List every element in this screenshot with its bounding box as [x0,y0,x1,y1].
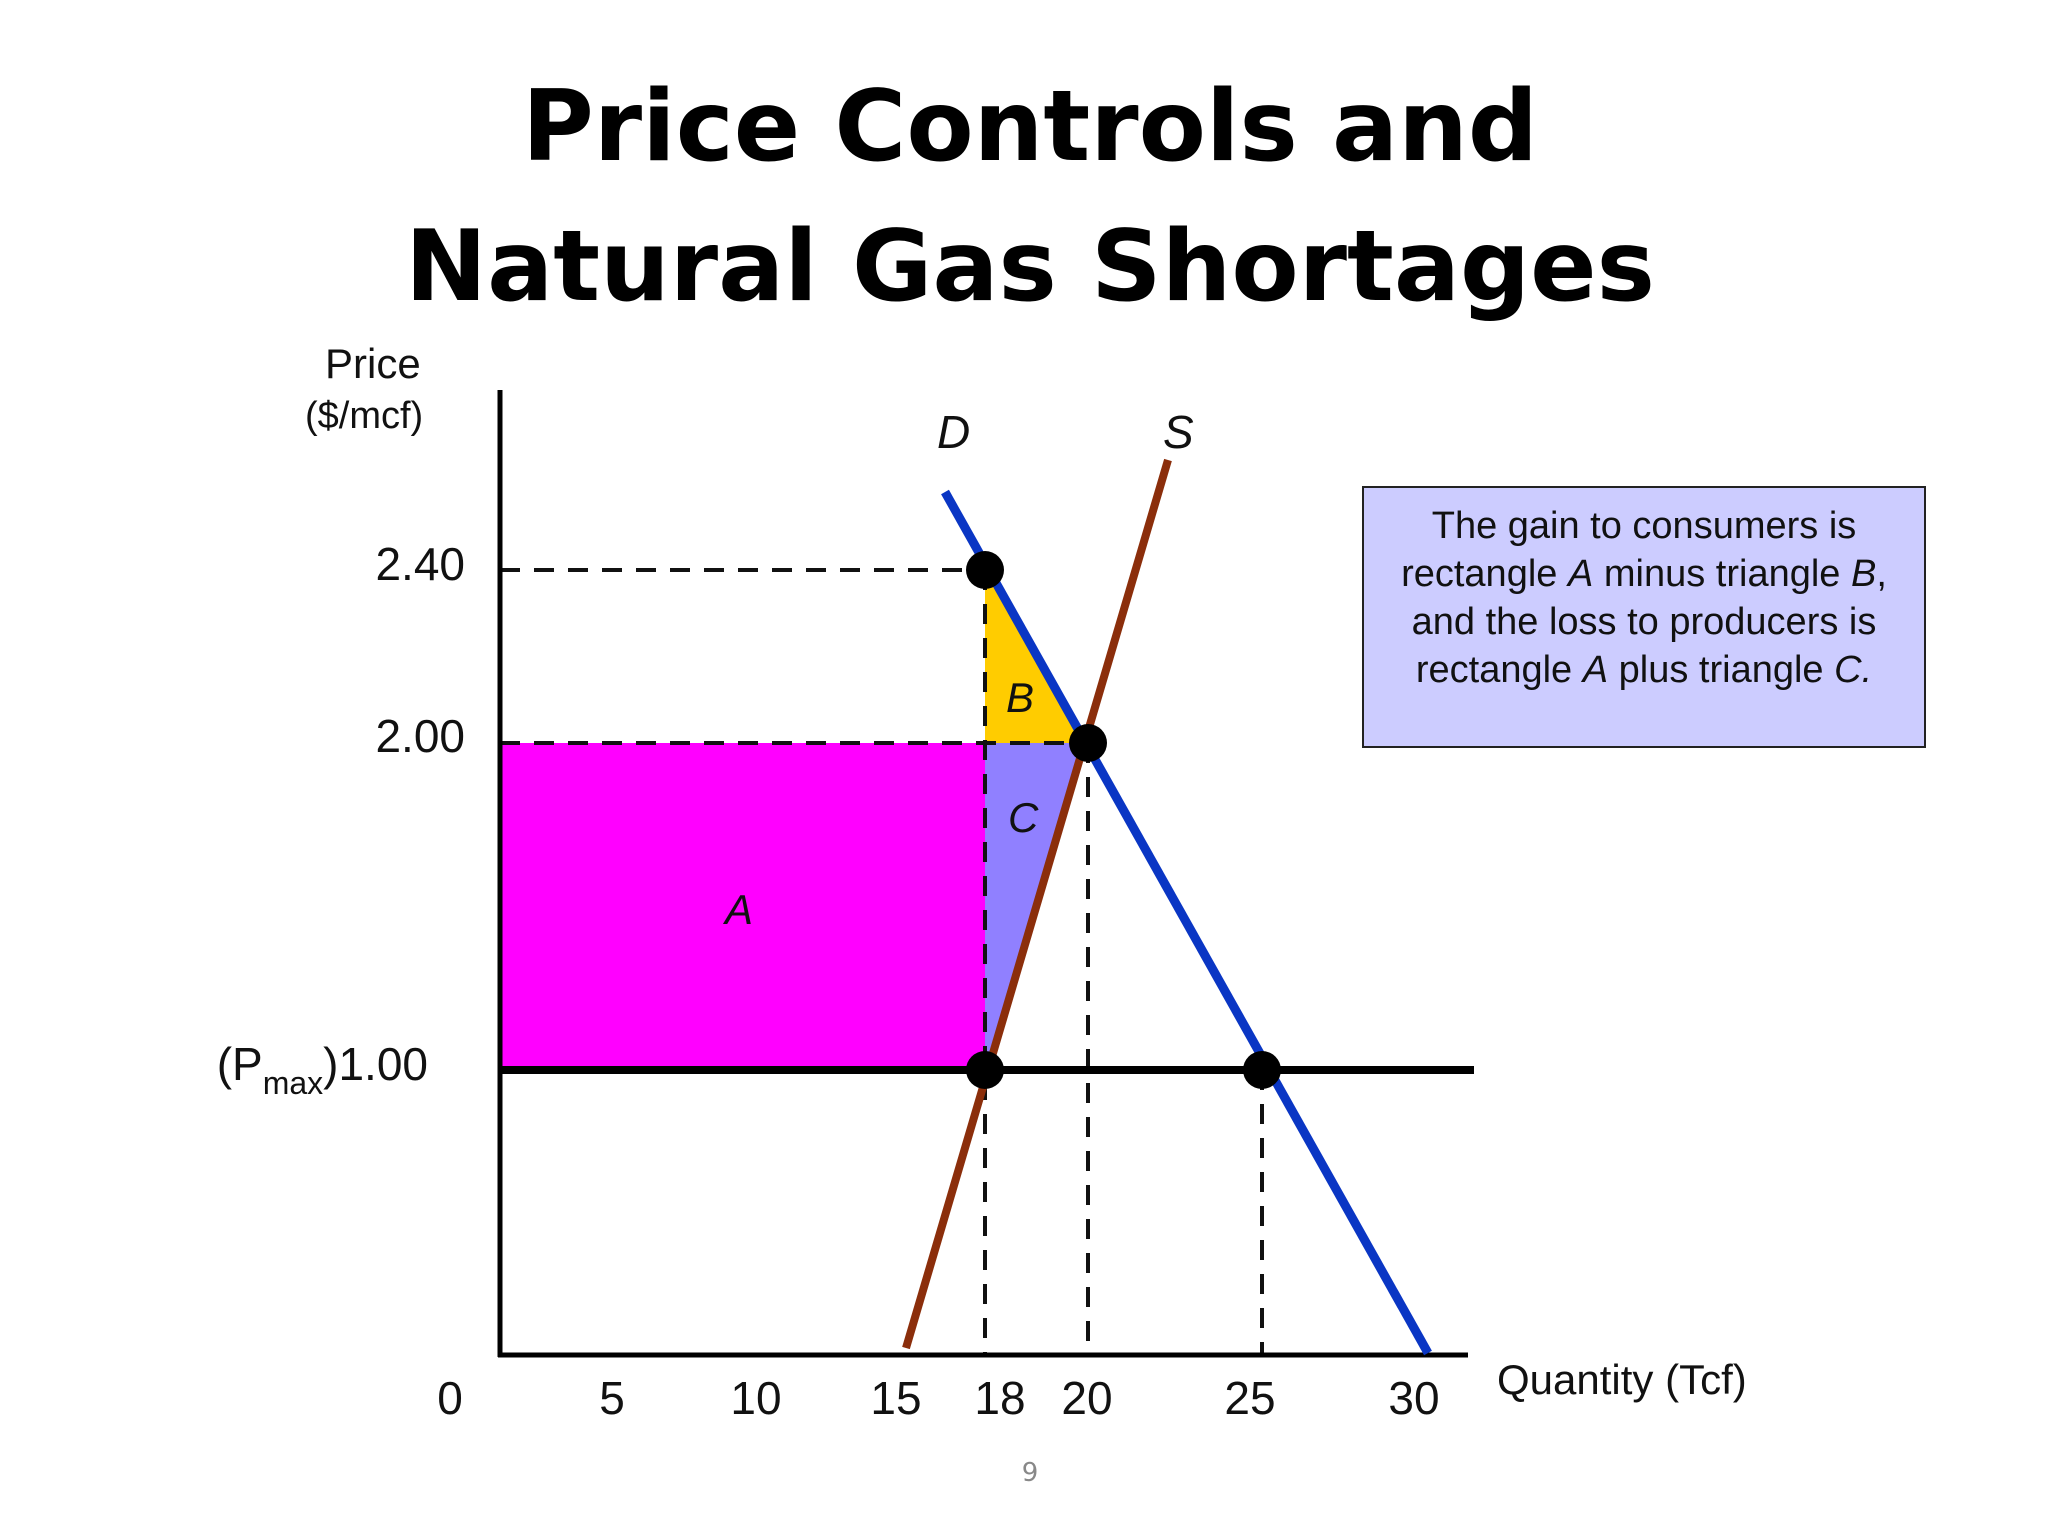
note-line-4-pre: rectangle [1415,649,1583,691]
note-line-1: The gain to consumers is [1431,505,1857,547]
x-tick-15: 15 [870,1372,921,1424]
pmax-subscript: max [263,1065,323,1101]
note-line-2-post: , [1876,553,1887,595]
note-line-4-mid: plus triangle [1608,649,1835,691]
x-axis-label: Quantity (Tcf) [1497,1356,1747,1403]
region-a [500,743,985,1070]
pmax-prefix: (P [217,1038,263,1090]
title-line-2: Natural Gas Shortages [405,210,1655,324]
pmax-label: (Pmax)1.00 [217,1038,428,1101]
point-equilibrium [1069,724,1107,762]
point-q18-pmax [966,1051,1004,1089]
page-number: 9 [1021,1458,1039,1488]
y-axis-unit: ($/mcf) [305,395,424,437]
regions-layer [500,570,1088,1070]
supply-label: S [1163,406,1194,458]
note-line-2-pre: rectangle [1401,553,1568,595]
note-line-2-mid: minus triangle [1593,553,1851,595]
points-layer [966,551,1281,1089]
y-axis-label: Price [325,340,421,387]
x-tick-20: 20 [1061,1372,1112,1424]
region-b-label: B [1006,674,1034,721]
note-line-2: rectangle A minus triangle B, [1364,550,1924,598]
note-line-2-a: A [1567,553,1594,595]
note-line-3: and the loss to producers is [1411,601,1877,643]
x-tick-10: 10 [730,1372,781,1424]
point-q25-pmax [1243,1051,1281,1089]
labels-layer: D S A B C 2.40 2.00 (Pmax)1.00 0 5 10 15 18 20 25 30 Qua… [217,406,1747,1424]
y-tick-200: 2.00 [375,710,465,762]
demand-label: D [937,406,970,458]
pmax-suffix: )1.00 [323,1038,428,1090]
x-tick-30: 30 [1388,1372,1439,1424]
region-c-label: C [1008,794,1039,841]
y-tick-240: 2.40 [375,538,465,590]
curves-layer [902,458,1432,1356]
supply-curve [902,458,1172,1350]
guides-layer [500,568,1264,1355]
note-line-2-b: B [1851,553,1877,595]
x-tick-25: 25 [1224,1372,1275,1424]
note-line-4: rectangle A plus triangle C. [1364,646,1924,694]
region-a-label: A [722,886,753,933]
x-tick-5: 5 [599,1372,625,1424]
x-tick-0: 0 [437,1372,463,1424]
demand-curve [941,489,1432,1356]
point-q18-240 [966,551,1004,589]
x-tick-18: 18 [974,1372,1025,1424]
note-line-4-c: C. [1834,649,1873,691]
note-line-4-a: A [1582,649,1609,691]
title-line-1: Price Controls and [521,70,1539,184]
explanation-box: The gain to consumers is rectangle A min… [1362,486,1926,748]
